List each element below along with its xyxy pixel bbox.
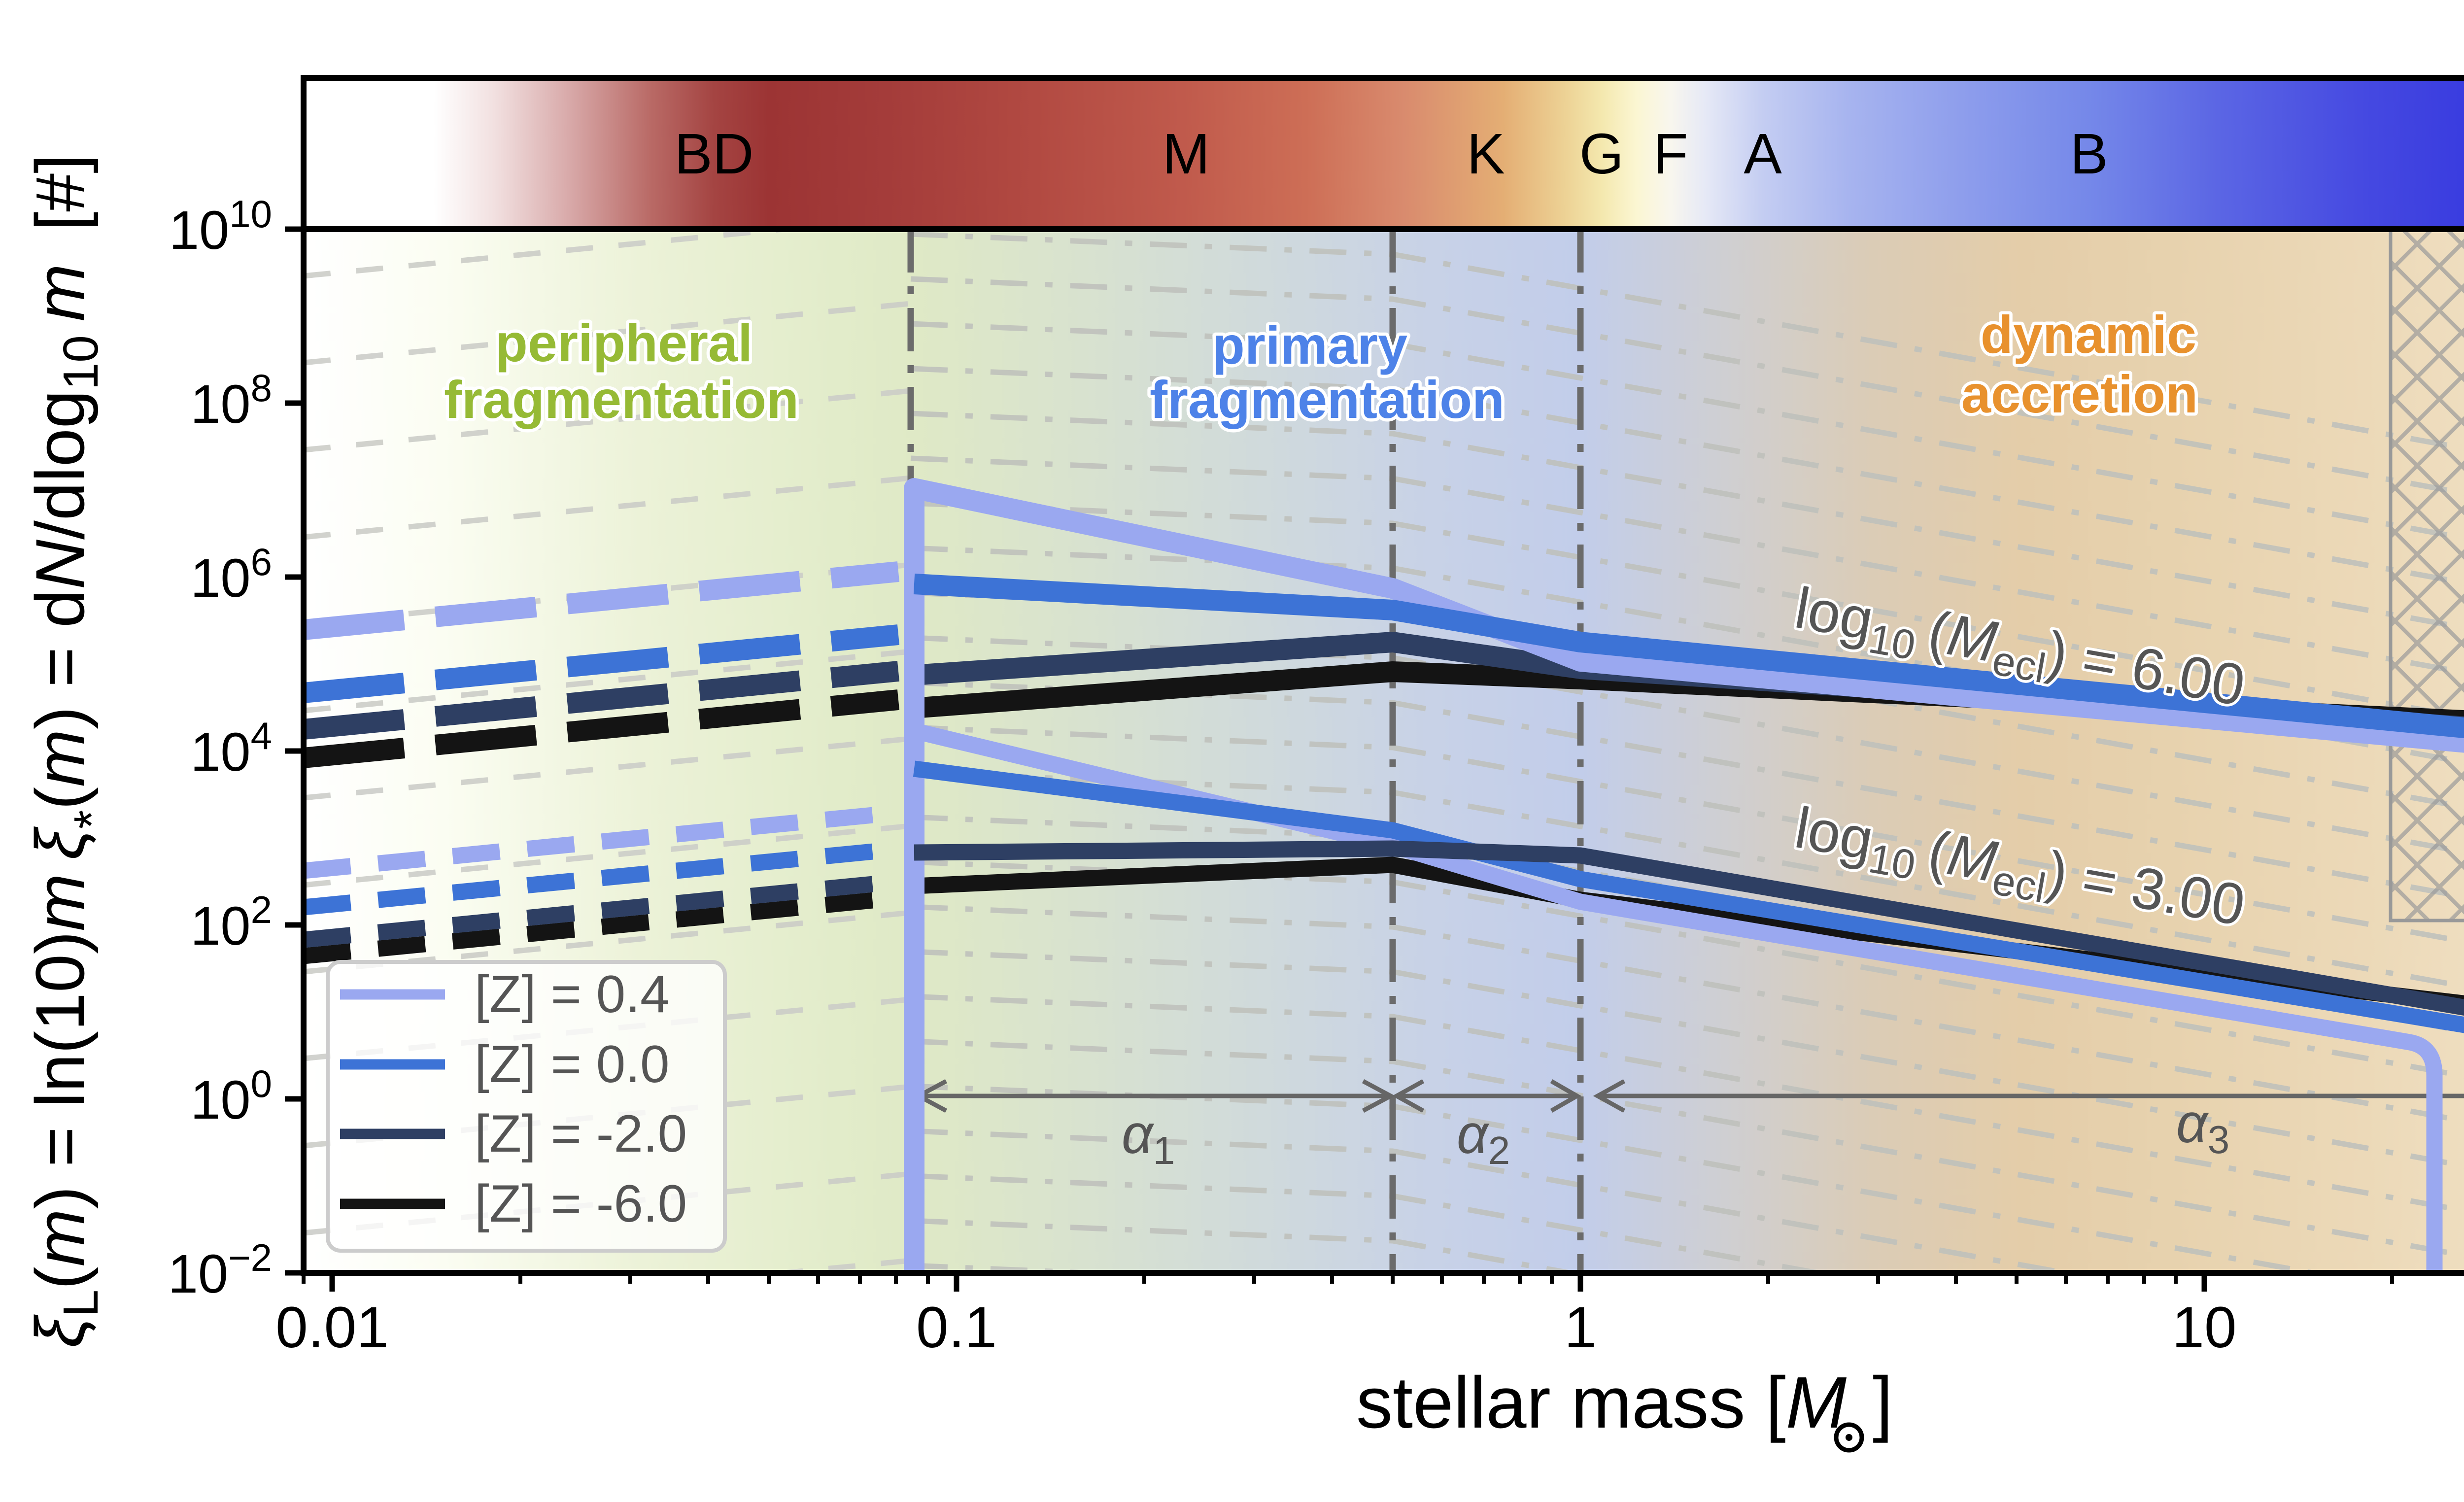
svg-text:1010: 1010: [169, 192, 272, 261]
svg-text:BD: BD: [674, 122, 753, 186]
svg-text:B: B: [2070, 122, 2108, 186]
svg-text:F: F: [1653, 122, 1688, 186]
svg-text:0.01: 0.01: [275, 1295, 389, 1360]
svg-text:1: 1: [1564, 1295, 1597, 1360]
svg-text:accretion: accretion: [1961, 364, 2198, 424]
svg-text:[Z] = -2.0: [Z] = -2.0: [475, 1104, 687, 1163]
svg-text:0.1: 0.1: [916, 1295, 997, 1360]
svg-text:A: A: [1744, 122, 1782, 186]
svg-text:10: 10: [2172, 1295, 2236, 1360]
svg-text:[Z] = 0.0: [Z] = 0.0: [475, 1034, 670, 1093]
svg-text:K: K: [1467, 122, 1505, 186]
svg-text:α2: α2: [1457, 1103, 1510, 1172]
svg-text:G: G: [1579, 122, 1624, 186]
svg-text:[Z] = 0.4: [Z] = 0.4: [475, 964, 670, 1024]
svg-text:fragmentation: fragmentation: [1150, 370, 1505, 429]
svg-text:M: M: [1163, 122, 1210, 186]
svg-text:]: ]: [1873, 1362, 1893, 1443]
svg-text:primary: primary: [1212, 315, 1407, 375]
svg-text:stellar mass [M: stellar mass [M: [1356, 1362, 1847, 1443]
svg-text:dynamic: dynamic: [1981, 305, 2196, 364]
svg-text:[Z] = -6.0: [Z] = -6.0: [475, 1174, 687, 1233]
svg-text:peripheral: peripheral: [495, 313, 753, 373]
svg-text:fragmentation: fragmentation: [444, 370, 799, 429]
